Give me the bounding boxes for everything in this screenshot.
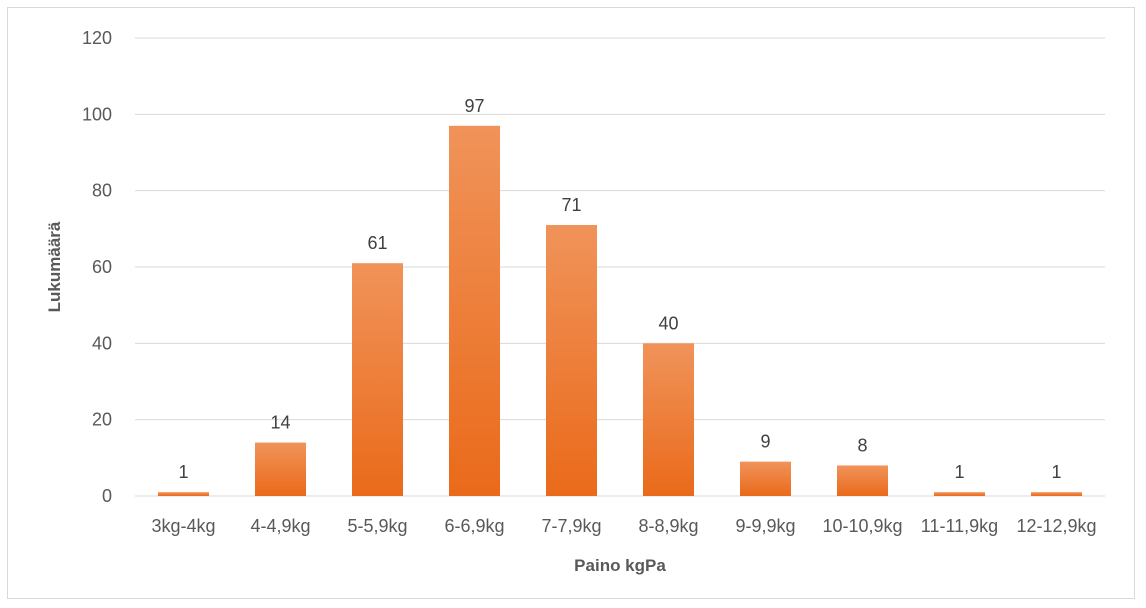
bar bbox=[643, 343, 694, 496]
data-label: 61 bbox=[367, 233, 387, 253]
y-tick-label: 20 bbox=[92, 410, 112, 430]
x-tick-label: 7-7,9kg bbox=[541, 516, 601, 536]
y-tick-label: 120 bbox=[82, 28, 112, 48]
data-label: 1 bbox=[954, 462, 964, 482]
data-label: 97 bbox=[464, 96, 484, 116]
data-label: 8 bbox=[857, 435, 867, 455]
bar bbox=[352, 263, 403, 496]
x-tick-label: 6-6,9kg bbox=[444, 516, 504, 536]
bar bbox=[740, 461, 791, 496]
data-label: 1 bbox=[178, 462, 188, 482]
data-label: 1 bbox=[1051, 462, 1061, 482]
y-tick-label: 100 bbox=[82, 104, 112, 124]
y-tick-label: 40 bbox=[92, 333, 112, 353]
data-label: 9 bbox=[760, 432, 770, 452]
bar bbox=[934, 492, 985, 496]
x-tick-label: 8-8,9kg bbox=[638, 516, 698, 536]
bar bbox=[449, 125, 500, 497]
bar bbox=[158, 492, 209, 496]
bar bbox=[546, 225, 597, 496]
x-axis-ticks: 3kg-4kg 4-4,9kg 5-5,9kg 6-6,9kg 7-7,9kg 8-8,9… bbox=[151, 516, 1096, 536]
data-labels: 1 14 61 97 71 40 9 8 1 1 bbox=[178, 96, 1061, 482]
data-label: 14 bbox=[270, 413, 290, 433]
x-tick-label: 10-10,9kg bbox=[822, 516, 902, 536]
x-tick-label: 9-9,9kg bbox=[735, 516, 795, 536]
x-axis-title: Paino kgPa bbox=[574, 556, 666, 575]
bar bbox=[255, 442, 306, 496]
x-tick-label: 3kg-4kg bbox=[151, 516, 215, 536]
x-tick-label: 11-11,9kg bbox=[921, 516, 998, 536]
y-tick-label: 80 bbox=[92, 181, 112, 201]
x-tick-label: 12-12,9kg bbox=[1016, 516, 1096, 536]
x-tick-label: 5-5,9kg bbox=[347, 516, 407, 536]
y-axis-ticks: 0 20 40 60 80 100 120 bbox=[82, 28, 112, 506]
y-axis-title: Lukumäärä bbox=[45, 221, 64, 312]
bar bbox=[1031, 492, 1082, 496]
y-tick-label: 0 bbox=[102, 486, 112, 506]
bars bbox=[158, 125, 1082, 497]
data-label: 71 bbox=[561, 195, 581, 215]
y-tick-label: 60 bbox=[92, 257, 112, 277]
x-tick-label: 4-4,9kg bbox=[250, 516, 310, 536]
bar bbox=[837, 465, 888, 496]
data-label: 40 bbox=[658, 313, 678, 333]
